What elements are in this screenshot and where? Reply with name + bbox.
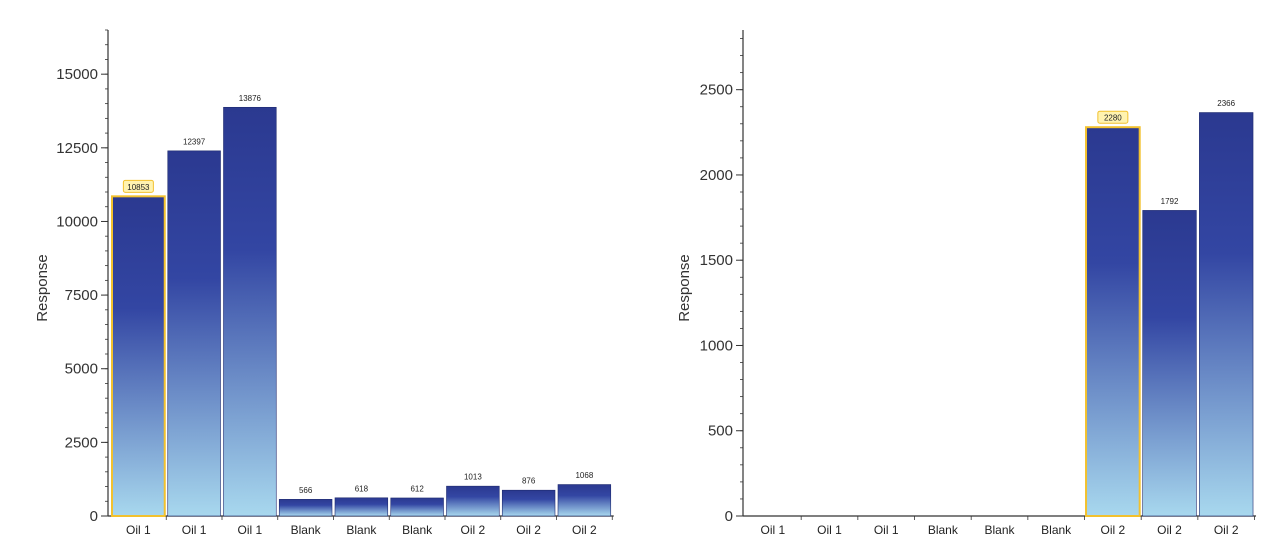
- bar: [1142, 210, 1197, 517]
- x-category-label: Oil 2: [572, 523, 597, 537]
- y-tick-label: 15000: [56, 66, 98, 83]
- x-category-label: Oil 1: [760, 523, 785, 537]
- x-category-label: Blank: [402, 523, 433, 537]
- y-tick-label: 0: [725, 508, 733, 525]
- y-tick-label: 2500: [65, 434, 98, 451]
- data-label: 876: [522, 477, 536, 486]
- bar: [111, 195, 166, 518]
- chart-1: 0 2500 5000 7500 10000 12500 15000 Response 1085…: [34, 29, 614, 537]
- y-tick-label: 12500: [56, 140, 98, 157]
- y-axis-title: Response: [676, 254, 693, 322]
- bar: [278, 499, 333, 517]
- data-label: 566: [299, 486, 313, 495]
- bar: [223, 106, 277, 517]
- data-label: 1013: [464, 473, 482, 482]
- x-category-label: Oil 1: [817, 523, 842, 537]
- highlight-label-box: [122, 179, 154, 193]
- bar: [167, 150, 221, 517]
- data-label: 1792: [1161, 197, 1179, 206]
- x-category-label: Oil 2: [461, 523, 486, 537]
- y-tick-label: 10000: [56, 213, 98, 230]
- x-category-label: Oil 1: [874, 523, 899, 537]
- bar: [390, 497, 444, 517]
- bar: [501, 489, 556, 517]
- x-category-label: Oil 1: [238, 523, 263, 537]
- x-category-label: Blank: [291, 523, 322, 537]
- y-tick-label: 2500: [700, 82, 733, 99]
- data-label: 2280: [1104, 114, 1122, 123]
- data-label: 2366: [1217, 99, 1235, 108]
- bar: [446, 485, 500, 517]
- data-label: 10853: [127, 183, 150, 192]
- x-category-label: Blank: [928, 523, 959, 537]
- x-category-label: Oil 1: [126, 523, 151, 537]
- y-tick-label: 500: [708, 423, 733, 440]
- x-category-label: Oil 2: [1157, 523, 1182, 537]
- chart-2: 0 500 1000 1500 2000 2500 Response Oil 1 Oil 1 Oi…: [676, 30, 1257, 537]
- bar: [334, 497, 389, 517]
- data-label: 1068: [575, 471, 593, 480]
- y-tick-label: 1000: [700, 337, 733, 354]
- y-tick-label: 5000: [65, 361, 98, 378]
- y-tick-label: 1500: [700, 252, 733, 269]
- y-axis-title: Response: [34, 254, 51, 322]
- bar: [557, 484, 612, 517]
- x-category-label: Oil 2: [1101, 523, 1126, 537]
- x-category-label: Blank: [1041, 523, 1072, 537]
- data-label: 612: [410, 484, 424, 493]
- y-tick-label: 2000: [700, 167, 733, 184]
- x-category-label: Blank: [984, 523, 1015, 537]
- x-category-label: Oil 2: [1214, 523, 1239, 537]
- data-label: 13876: [239, 94, 262, 103]
- highlight-label-box: [1097, 110, 1129, 124]
- data-label: 618: [355, 484, 369, 493]
- bar: [1199, 112, 1254, 517]
- x-category-label: Oil 1: [182, 523, 207, 537]
- data-label: 12397: [183, 137, 206, 146]
- bar: [1085, 126, 1141, 517]
- x-category-label: Blank: [346, 523, 377, 537]
- y-tick-label: 7500: [65, 287, 98, 304]
- x-category-label: Oil 2: [516, 523, 541, 537]
- y-tick-label: 0: [90, 508, 98, 525]
